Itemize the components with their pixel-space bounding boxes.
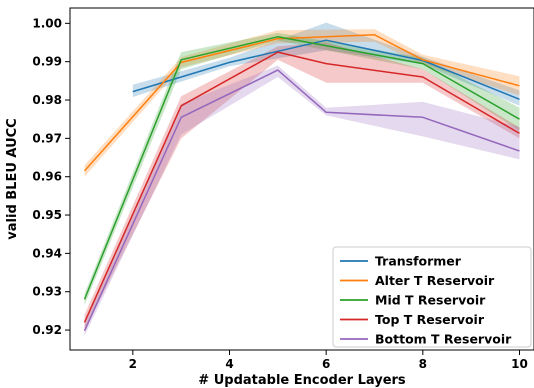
legend: Transformer Alter T Reservoir Mid T Reserv… (332, 246, 532, 348)
top-t-reservoir-line (83, 51, 520, 323)
legend-label-bottom-t-reservoir: Bottom T Reservoir (375, 332, 512, 347)
legend-label-top-t-reservoir: Top T Reservoir (375, 312, 485, 327)
series-lines (83, 34, 520, 332)
mid-t-reservoir-line (83, 36, 520, 300)
bottom-t-reservoir-band (84, 65, 520, 336)
x-tick-label: 6 (322, 357, 330, 371)
y-tick-label: 0.97 (32, 131, 62, 145)
top-t-reservoir-band (84, 42, 520, 331)
y-axis: 0.92 0.93 0.94 0.95 0.96 0.97 0.98 0.99 1.00 (32, 16, 70, 337)
transformer-band (132, 22, 520, 106)
x-axis-title: # Updatable Encoder Layers (198, 373, 406, 388)
y-tick-label: 0.99 (32, 55, 62, 69)
legend-label-transformer: Transformer (375, 254, 462, 269)
y-tick-label: 0.98 (32, 93, 62, 107)
alter-t-reservoir-line (83, 34, 520, 172)
y-tick-label: 0.93 (32, 285, 62, 299)
y-tick-label: 0.95 (32, 208, 62, 222)
confidence-bands (84, 22, 520, 336)
x-tick-label: 10 (511, 357, 528, 371)
y-tick-label: 0.94 (32, 246, 62, 260)
y-tick-label: 0.92 (32, 323, 62, 337)
y-tick-label: 1.00 (32, 16, 62, 30)
x-tick-label: 4 (225, 357, 233, 371)
plot-frame (69, 7, 534, 351)
legend-box (332, 246, 532, 348)
x-tick-label: 2 (129, 357, 137, 371)
y-axis-title: valid BLEU AUCC (5, 118, 20, 239)
y-tick-label: 0.96 (32, 170, 62, 184)
legend-label-mid-t-reservoir: Mid T Reservoir (375, 293, 486, 308)
transformer-line (132, 39, 520, 100)
x-axis: 2 4 6 8 10 (129, 350, 528, 371)
x-tick-label: 8 (419, 357, 427, 371)
bottom-t-reservoir-line (83, 69, 520, 332)
legend-label-alter-t-reservoir: Alter T Reservoir (375, 273, 495, 288)
